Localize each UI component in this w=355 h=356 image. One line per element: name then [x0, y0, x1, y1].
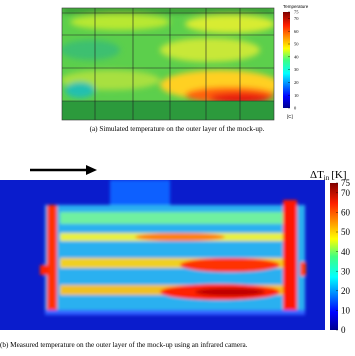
colorbar-unit: [C]: [287, 114, 293, 119]
tick-label: 70: [294, 16, 299, 21]
tick-label: 30: [294, 67, 299, 72]
tick-label: 60: [341, 208, 351, 218]
colorbar-title: Temperature: [283, 4, 309, 9]
infrared-image: [0, 180, 325, 330]
colorbar: [330, 183, 338, 330]
caption: (a) Simulated temperature on the outer l…: [90, 125, 265, 133]
tick-label: 40: [294, 54, 299, 59]
tick-label: 75: [341, 178, 351, 188]
tick-label: 40: [341, 247, 351, 257]
arrow-head: [86, 165, 97, 175]
tick-label: 70: [341, 188, 351, 198]
tick-label: 10: [341, 306, 351, 316]
tick-label: 0: [341, 325, 346, 335]
tick-label: 50: [341, 227, 351, 237]
tick-label: 0: [294, 106, 297, 111]
colorbar: [283, 12, 290, 108]
page: {"figures":[ {"caption":"(a) Simulated t…: [0, 0, 355, 356]
tick-label: 50: [294, 42, 299, 47]
tick-label: 20: [341, 286, 351, 296]
tick-label: 20: [294, 80, 299, 85]
caption: (b) Measured temperature on the outer la…: [0, 341, 248, 349]
simulation-image: [60, 8, 280, 120]
tick-label: 75: [294, 10, 299, 15]
figure: Temperature [C] (a) Simulated temperatur…: [0, 0, 355, 356]
tick-label: 10: [294, 93, 299, 98]
tick-label: 30: [341, 266, 351, 276]
tick-label: 60: [294, 29, 299, 34]
